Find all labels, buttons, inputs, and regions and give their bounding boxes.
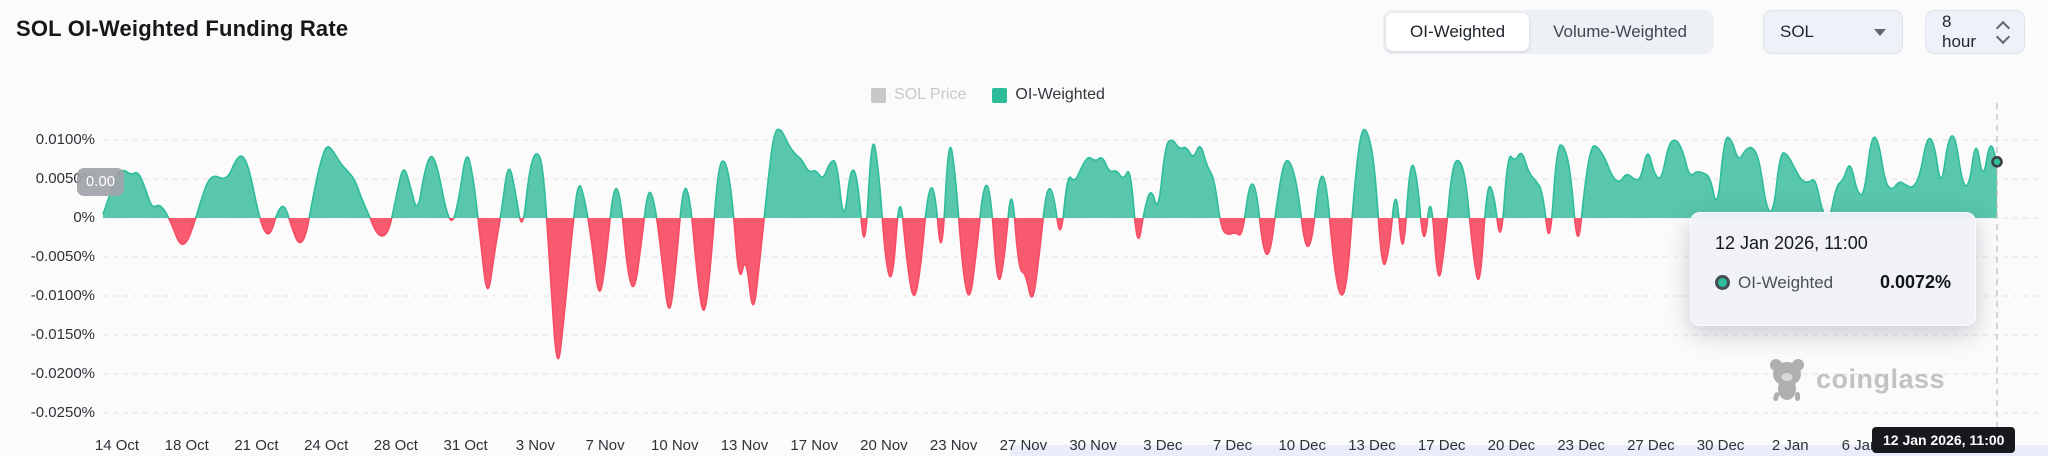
chevron-down-icon [1874,28,1886,36]
interval-select-value: 8 hour [1942,12,1977,51]
y-tick-label: -0.0100% [30,287,95,304]
weighting-mode-toggle: OI-Weighted Volume-Weighted [1383,10,1714,54]
x-tick-label: 3 Nov [515,437,555,454]
symbol-select[interactable]: SOL [1763,10,1903,54]
x-tick-label: 13 Nov [720,437,769,454]
x-tick-label: 27 Nov [999,437,1048,454]
x-tick-label: 23 Dec [1557,437,1605,454]
x-axis-pointer-label: 12 Jan 2026, 11:00 [1872,427,2016,453]
x-tick-label: 17 Dec [1417,437,1466,454]
x-tick-label: 14 Oct [94,437,140,454]
x-tick-label: 7 Nov [585,437,625,454]
tab-volume-weighted[interactable]: Volume-Weighted [1553,22,1687,41]
symbol-select-value: SOL [1780,22,1815,41]
x-tick-label: 30 Nov [1069,437,1117,454]
bear-logo-icon [1770,359,1804,402]
x-tick-label: 30 Dec [1696,437,1745,454]
chart-legend: SOL Price OI-Weighted [0,86,1976,104]
y-tick-label: 0% [73,209,95,226]
x-tick-label: 7 Dec [1212,437,1253,454]
x-tick-label: 2 Jan [1771,437,1809,454]
x-tick-label: 13 Dec [1348,437,1396,454]
x-tick-label: 6 Jan [1841,437,1879,454]
y-tick-label: -0.0050% [30,248,95,265]
y-tick-label: -0.0200% [30,365,95,382]
x-tick-label: 10 Nov [650,437,699,454]
x-tick-label: 3 Dec [1143,437,1183,454]
y-tick-label: -0.0150% [30,326,95,343]
legend-label: SOL Price [894,86,967,103]
x-tick-label: 24 Oct [304,437,349,454]
hover-point-marker [1991,156,2003,168]
legend-item-sol-price[interactable]: SOL Price [871,86,966,104]
series-marker-icon [1715,275,1730,290]
page-title: SOL OI-Weighted Funding Rate [16,16,349,41]
x-tick-label: 23 Nov [929,437,978,454]
line-positive [102,128,1998,218]
tooltip-series-name: OI-Weighted [1738,272,1834,292]
sol-price-swatch-icon [871,87,887,103]
chart-tooltip: 12 Jan 2026, 11:00 OI-Weighted 0.0072% [1690,212,1976,326]
x-tick-label: 20 Dec [1487,437,1536,454]
legend-item-oi-weighted[interactable]: OI-Weighted [992,86,1105,104]
watermark-text: coinglass [1816,363,1946,394]
x-tick-label: 20 Nov [860,437,908,454]
watermark: coinglass [1766,356,1945,402]
tooltip-timestamp: 12 Jan 2026, 11:00 [1715,233,1868,253]
x-tick-label: 21 Oct [234,437,279,454]
tooltip-series-value: 0.0072% [1879,272,1951,292]
y-tick-label: 0.0100% [35,131,95,148]
legend-label: OI-Weighted [1015,86,1105,103]
tab-oi-weighted[interactable]: OI-Weighted [1386,13,1530,51]
y-axis-pointer-badge: 0.00 [77,168,124,196]
x-tick-label: 10 Dec [1278,437,1326,454]
x-tick-label: 18 Oct [164,437,209,454]
x-tick-label: 17 Nov [790,437,838,454]
datazoom-scrollbar[interactable] [1010,445,2048,456]
interval-select[interactable]: 8 hour [1925,10,2025,54]
y-tick-label: -0.0250% [30,404,95,421]
x-tick-label: 27 Dec [1627,437,1675,454]
x-tick-label: 28 Oct [373,437,418,454]
x-tick-label: 31 Oct [443,437,488,454]
oi-weighted-swatch-icon [992,87,1008,103]
